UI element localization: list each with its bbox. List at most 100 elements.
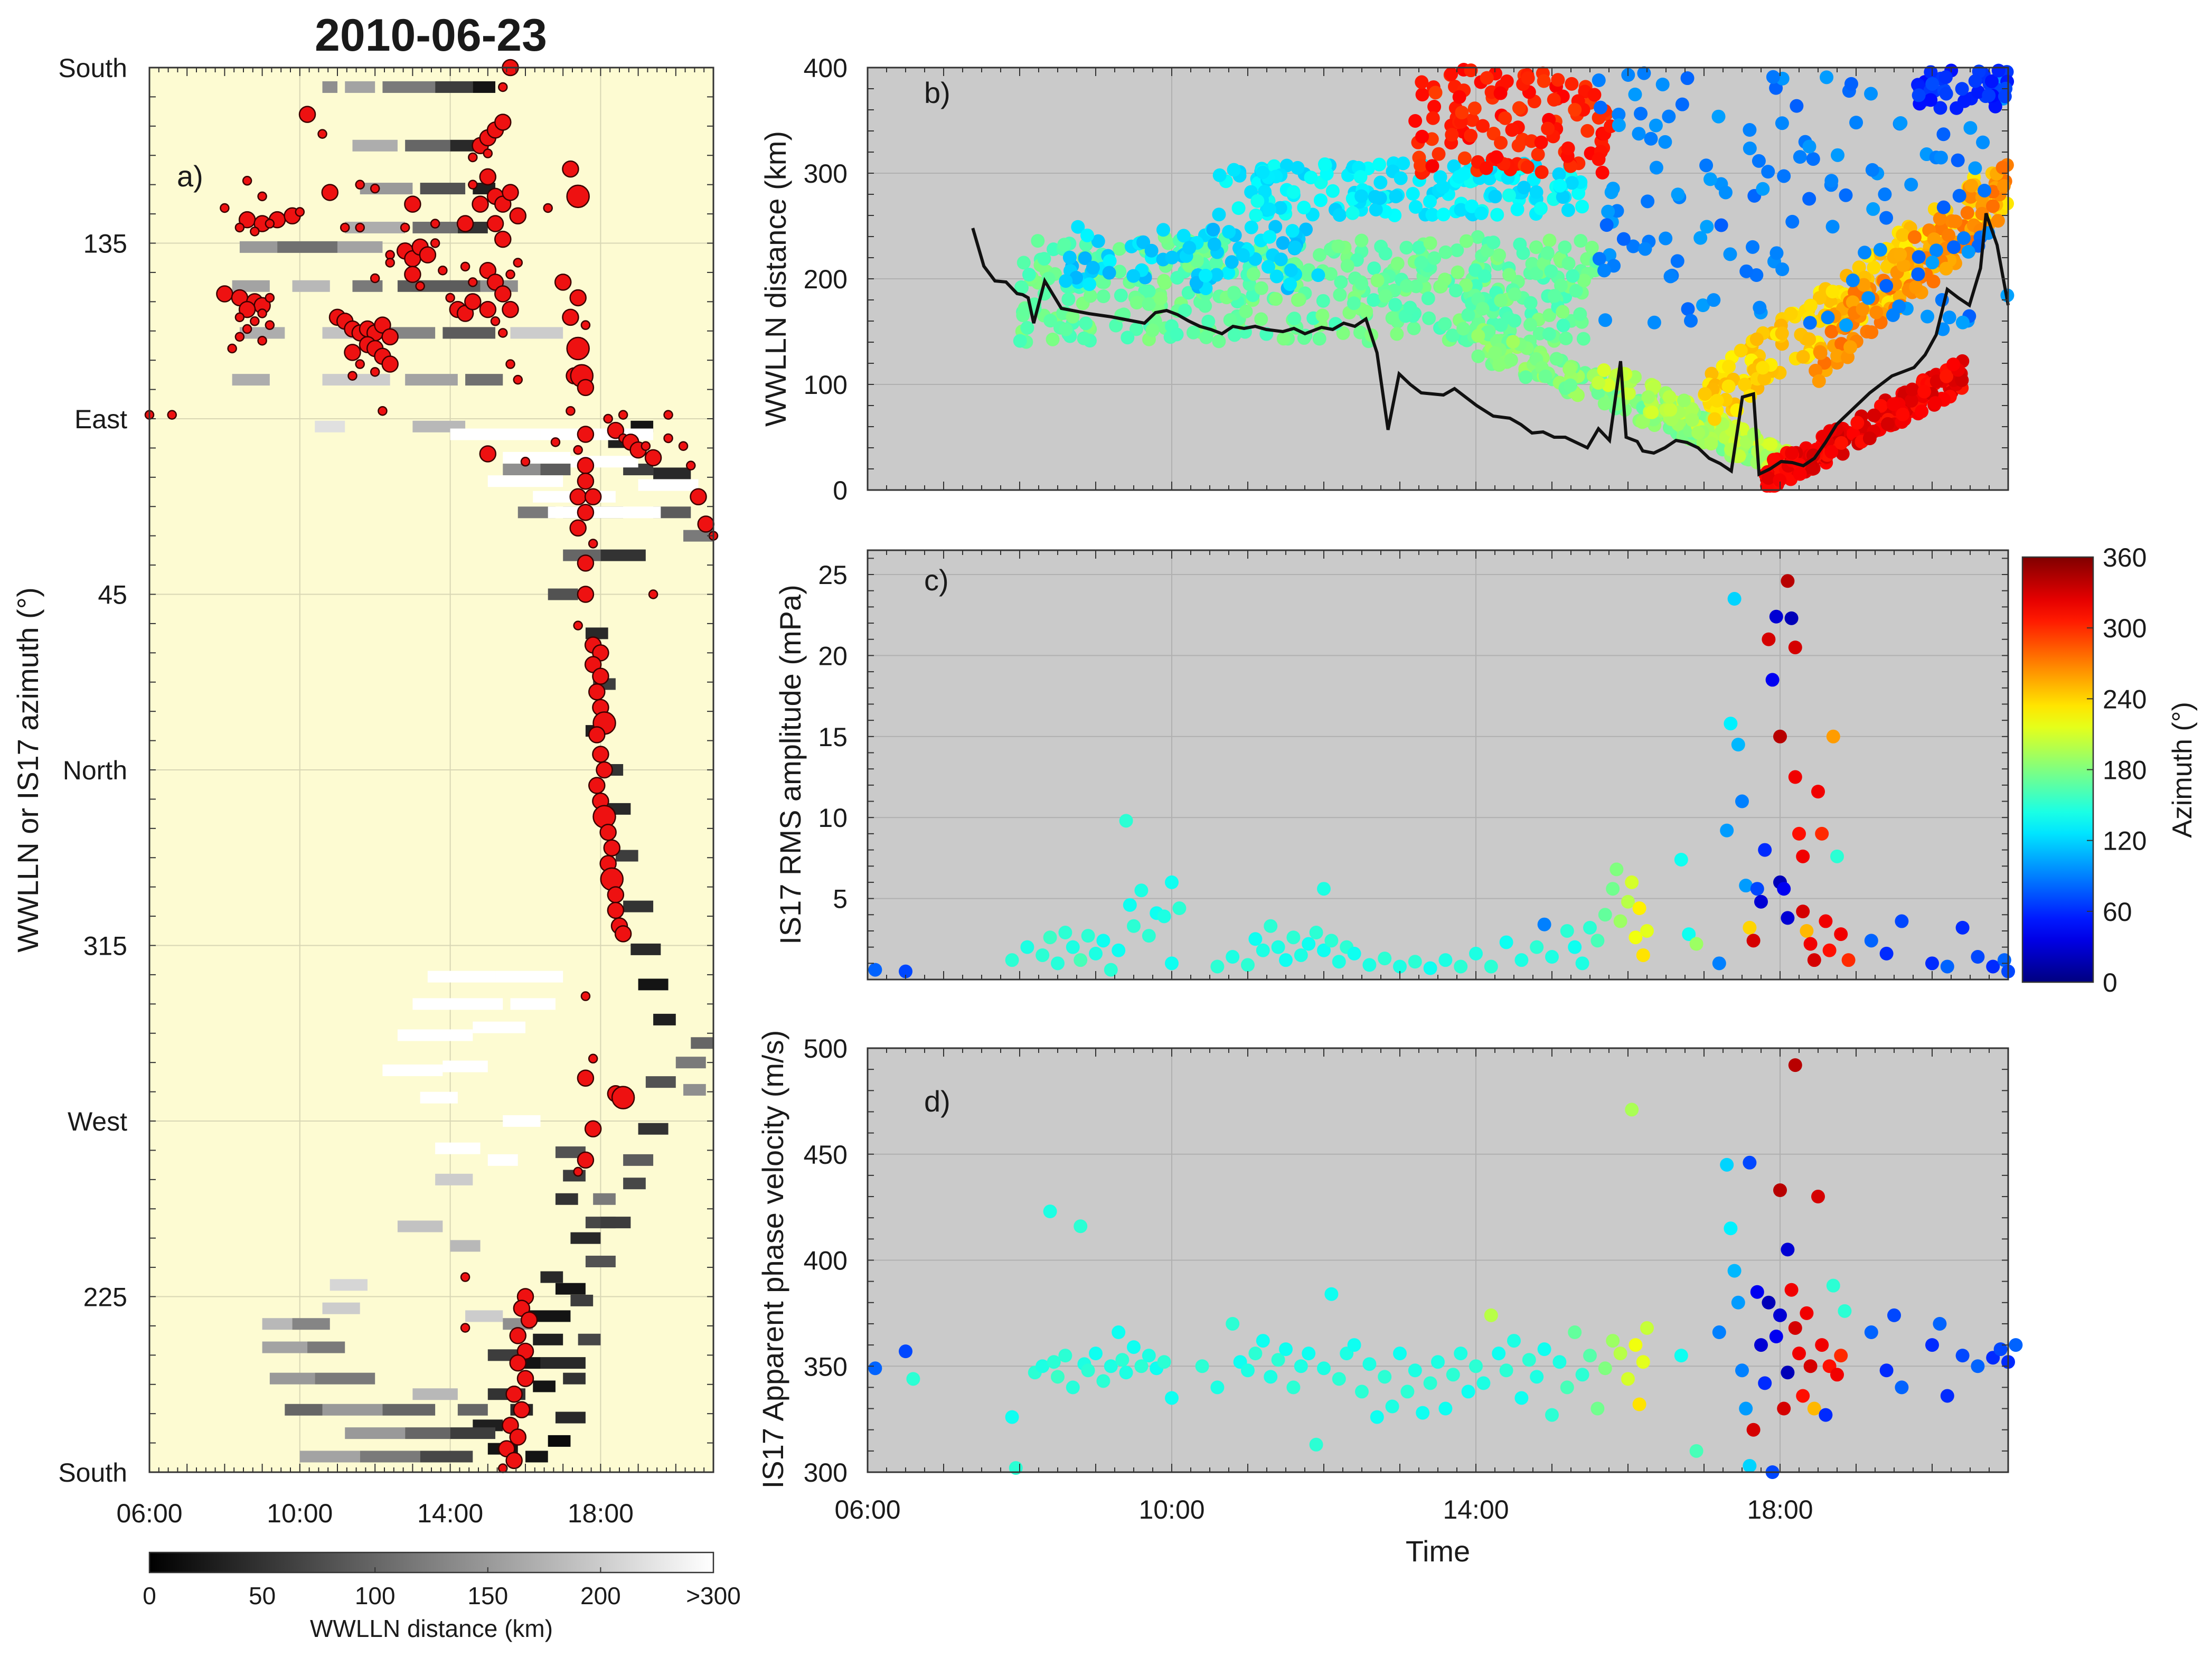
- amplitude-point: [1127, 919, 1141, 933]
- velocity-point: [1362, 1357, 1377, 1371]
- wwlln-point: [1231, 201, 1246, 215]
- x-tick-label: 06:00: [116, 1499, 182, 1528]
- amplitude-point: [1879, 946, 1894, 961]
- x-tick-label: 10:00: [267, 1499, 333, 1528]
- velocity-point: [1324, 1287, 1339, 1301]
- panel-d-y-axis-label: IS17 Apparent phase velocity (m/s): [756, 1030, 789, 1489]
- wwlln-point: [1938, 70, 1953, 84]
- is17-detection: [355, 359, 365, 369]
- velocity-point: [1773, 1308, 1787, 1322]
- wwlln-point: [1761, 165, 1775, 179]
- wwlln-point: [1739, 264, 1754, 278]
- wwlln-cell: [600, 1217, 631, 1229]
- is17-detection: [554, 274, 572, 291]
- wwlln-point: [1905, 382, 1919, 397]
- wwlln-point: [1212, 168, 1227, 182]
- is17-detection: [596, 761, 613, 779]
- wwlln-point: [1378, 247, 1392, 261]
- is17-detection: [321, 184, 339, 201]
- wwlln-point: [1638, 242, 1652, 256]
- is17-detection: [599, 823, 617, 841]
- wwlln-point: [1677, 393, 1691, 408]
- is17-detection: [686, 460, 696, 470]
- wwlln-point: [1968, 161, 1982, 175]
- is17-detection: [543, 203, 553, 213]
- is17-detection: [550, 437, 561, 447]
- wwlln-point: [1494, 136, 1508, 150]
- amplitude-point: [1822, 943, 1837, 957]
- velocity-point: [1560, 1380, 1574, 1395]
- y-tick-label: North: [63, 756, 127, 785]
- wwlln-point: [1502, 268, 1517, 282]
- wwlln-cell: [435, 81, 473, 93]
- wwlln-point: [1114, 288, 1128, 303]
- amplitude-point: [1317, 943, 1331, 957]
- wwlln-point: [1746, 240, 1760, 254]
- wwlln-point: [1907, 230, 1922, 244]
- velocity-point: [1864, 1325, 1878, 1340]
- amplitude-point: [1123, 898, 1137, 912]
- wwlln-point: [1223, 313, 1237, 327]
- wwlln-cell: [299, 1451, 360, 1463]
- wwlln-point: [1145, 323, 1160, 337]
- panel-d: 06:00 10:00 14:00 18:00 300 350 400 450 500 d) I…: [756, 1030, 2023, 1568]
- velocity-point: [1552, 1355, 1567, 1369]
- wwlln-cell: [337, 241, 383, 253]
- wwlln-cell: [382, 81, 436, 93]
- y-tick-label: 20: [818, 641, 848, 671]
- wwlln-cell: [517, 506, 556, 519]
- amplitude-point: [1332, 955, 1346, 969]
- amplitude-point: [1769, 609, 1783, 624]
- wwlln-point: [1427, 251, 1442, 265]
- wwlln-point: [1425, 159, 1439, 173]
- is17-detection: [265, 219, 275, 229]
- is17-detection: [513, 258, 523, 268]
- is17-detection: [250, 316, 260, 326]
- wwlln-point: [1749, 332, 1764, 346]
- panel-d-velocity-points: [868, 1058, 2023, 1479]
- wwlln-point: [1480, 71, 1494, 85]
- wwlln-point: [1850, 416, 1865, 430]
- wwlln-point: [1273, 201, 1287, 215]
- wwlln-cell: [285, 1404, 323, 1416]
- velocity-point: [906, 1372, 920, 1386]
- wwlln-point: [1254, 281, 1268, 295]
- wwlln-point: [1250, 194, 1265, 208]
- wwlln-point: [1886, 308, 1900, 322]
- velocity-point: [1378, 1370, 1392, 1384]
- wwlln-point: [1031, 234, 1045, 248]
- wwlln-point: [1510, 202, 1524, 216]
- wwlln-point: [1628, 87, 1642, 101]
- wwlln-cell: [322, 1404, 383, 1416]
- wwlln-point: [1457, 167, 1471, 181]
- wwlln-cell: [330, 1279, 368, 1291]
- wwlln-point: [1206, 222, 1220, 237]
- is17-detection: [464, 293, 482, 310]
- wwlln-point: [1432, 147, 1446, 161]
- amplitude-point: [1940, 959, 1954, 974]
- wwlln-point: [1573, 307, 1587, 321]
- wwlln-cell: [585, 1256, 616, 1267]
- wwlln-point: [1013, 334, 1027, 348]
- wwlln-cell: [563, 1372, 586, 1385]
- is17-detection: [257, 335, 267, 346]
- velocity-point: [2009, 1338, 2023, 1352]
- wwlln-point: [1869, 305, 1884, 319]
- wwlln-point: [1414, 256, 1428, 270]
- wwlln-point: [1904, 177, 1918, 192]
- wwlln-point: [1334, 275, 1348, 289]
- wwlln-point: [1547, 289, 1561, 303]
- wwlln-point: [1812, 374, 1826, 388]
- wwlln-point: [1793, 150, 1807, 164]
- velocity-point: [1758, 1376, 1772, 1390]
- wwlln-point: [1995, 161, 2010, 175]
- is17-detection: [562, 160, 579, 178]
- wwlln-cell: [427, 971, 496, 983]
- wwlln-point: [1368, 190, 1382, 204]
- is17-detection: [216, 285, 233, 303]
- amplitude-point: [1142, 929, 1156, 943]
- amplitude-point: [868, 963, 882, 977]
- velocity-point: [1750, 1285, 1764, 1299]
- wwlln-point: [1523, 317, 1538, 332]
- wwlln-point: [1209, 268, 1223, 282]
